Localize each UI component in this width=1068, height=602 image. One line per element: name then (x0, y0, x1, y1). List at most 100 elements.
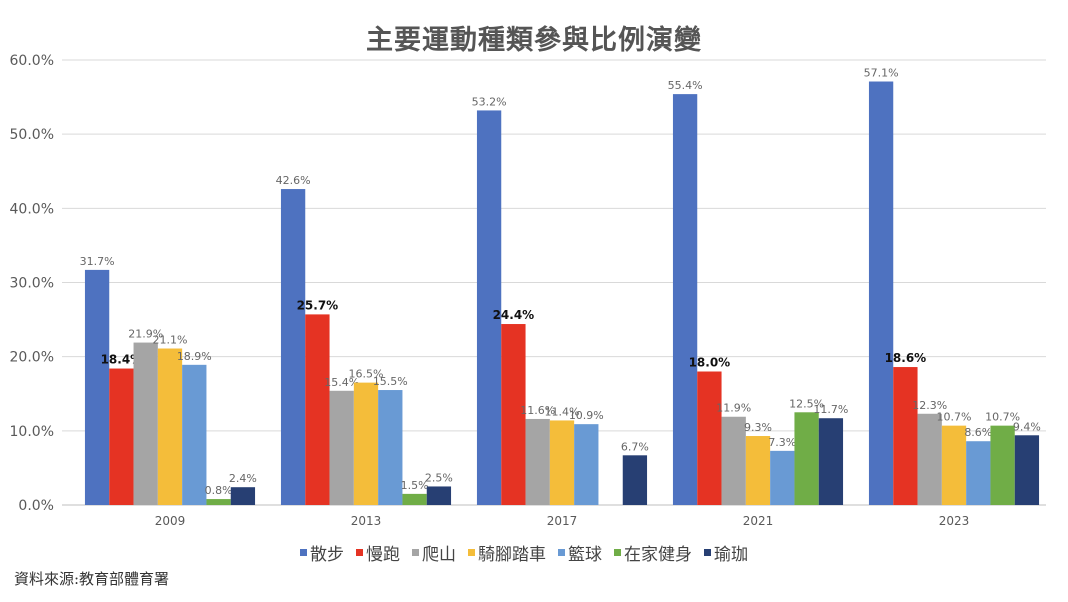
y-tick-label: 30.0% (10, 276, 54, 292)
data-label: 55.4% (668, 79, 703, 92)
bar-爬山-2023 (917, 413, 942, 505)
data-label: 8.6% (964, 426, 992, 439)
x-tick-label: 2009 (155, 514, 186, 528)
data-label: 11.6% (520, 404, 555, 417)
data-label: 18.0% (689, 356, 731, 370)
data-label: 10.7% (937, 411, 972, 424)
legend-label: 散步 (310, 545, 344, 565)
data-label: 24.4% (493, 308, 535, 322)
y-tick-label: 20.0% (10, 350, 54, 366)
data-label: 25.7% (297, 298, 339, 312)
chart-title: 主要運動種類參與比例演變 (366, 25, 702, 56)
legend-label: 慢跑 (366, 545, 400, 565)
data-label: 6.7% (621, 440, 649, 453)
y-tick-label: 60.0% (10, 53, 54, 69)
bar-慢跑-2009 (109, 368, 134, 505)
legend-item: 在家健身 (614, 540, 692, 565)
y-tick-label: 40.0% (10, 201, 54, 217)
data-label: 15.4% (324, 376, 359, 389)
legend-item: 騎腳踏車 (468, 540, 546, 565)
bar-慢跑-2023 (893, 367, 918, 505)
data-label: 11.4% (545, 405, 580, 418)
y-tick-label: 50.0% (10, 127, 54, 143)
legend-label: 籃球 (568, 545, 602, 565)
bar-瑜珈-2013 (426, 486, 452, 505)
x-tick-label: 2023 (939, 514, 970, 528)
data-label: 18.9% (177, 350, 212, 363)
x-tick-label: 2013 (351, 514, 382, 528)
data-label: 2.5% (425, 471, 453, 484)
bar-慢跑-2021 (697, 371, 722, 505)
legend-label: 爬山 (422, 545, 456, 565)
x-tick-label: 2021 (743, 514, 774, 528)
bar-籃球-2023 (966, 441, 991, 505)
bar-在家健身-2023 (990, 425, 1015, 505)
bar-爬山-2021 (721, 416, 746, 505)
legend-item: 籃球 (558, 540, 602, 565)
bar-散步-2023 (868, 81, 894, 505)
bar-籃球-2013 (378, 390, 403, 505)
data-label: 12.3% (912, 399, 947, 412)
bar-在家健身-2013 (402, 493, 427, 505)
data-label: 7.3% (768, 436, 796, 449)
legend: 散步 慢跑 爬山 騎腳踏車 籃球 在家健身 瑜珈 (300, 540, 900, 565)
bar-在家健身-2021 (794, 412, 819, 505)
data-label: 10.7% (985, 411, 1020, 424)
bar-散步-2013 (280, 189, 306, 506)
legend-swatch (300, 549, 307, 556)
bar-騎腳踏車-2013 (353, 382, 379, 505)
legend-label: 在家健身 (624, 545, 692, 565)
data-label: 53.2% (472, 95, 507, 108)
bar-瑜珈-2017 (622, 455, 648, 505)
data-label: 0.8% (205, 484, 233, 497)
legend-item: 爬山 (412, 540, 456, 565)
y-tick-label: 0.0% (18, 498, 54, 514)
data-label: 9.4% (1013, 420, 1041, 433)
bar-散步-2009 (84, 269, 110, 505)
bar-慢跑-2017 (501, 324, 526, 505)
legend-item: 慢跑 (356, 540, 400, 565)
bar-爬山-2017 (525, 418, 550, 505)
data-label: 12.5% (789, 397, 824, 410)
legend-swatch (356, 549, 363, 556)
legend-item: 瑜珈 (704, 540, 748, 565)
bar-散步-2021 (672, 94, 698, 505)
x-tick-label: 2017 (547, 514, 578, 528)
bar-騎腳踏車-2023 (941, 425, 967, 505)
y-tick-label: 10.0% (10, 424, 54, 440)
data-label: 11.7% (813, 403, 848, 416)
data-label: 42.6% (276, 174, 311, 187)
data-label: 21.9% (128, 328, 163, 341)
bar-瑜珈-2009 (230, 487, 256, 505)
data-label: 1.5% (401, 479, 429, 492)
bar-籃球-2009 (182, 364, 207, 505)
legend-swatch (412, 549, 419, 556)
data-label: 16.5% (349, 368, 384, 381)
data-label: 2.4% (229, 472, 257, 485)
legend-label: 騎腳踏車 (478, 545, 546, 565)
bar-騎腳踏車-2021 (745, 436, 771, 505)
data-label: 18.4% (101, 353, 143, 367)
bar-籃球-2021 (770, 450, 795, 505)
legend-swatch (614, 549, 621, 556)
bar-爬山-2009 (133, 342, 158, 505)
data-label: 11.9% (716, 402, 751, 415)
bar-在家健身-2009 (206, 499, 231, 505)
legend-label: 瑜珈 (714, 545, 748, 565)
data-label: 31.7% (80, 255, 115, 268)
legend-item: 散步 (300, 540, 344, 565)
bar-爬山-2013 (329, 390, 354, 505)
bar-瑜珈-2021 (818, 418, 844, 505)
data-label: 9.3% (744, 421, 772, 434)
data-label: 18.6% (885, 351, 927, 365)
legend-swatch (468, 549, 475, 556)
data-label: 10.9% (569, 409, 604, 422)
bar-散步-2017 (476, 110, 502, 505)
legend-swatch (704, 549, 711, 556)
bar-瑜珈-2023 (1014, 435, 1040, 505)
bar-籃球-2017 (574, 424, 599, 505)
source-note: 資料來源:教育部體育署 (14, 570, 170, 588)
data-label: 57.1% (864, 67, 899, 80)
data-label: 21.1% (153, 334, 188, 347)
